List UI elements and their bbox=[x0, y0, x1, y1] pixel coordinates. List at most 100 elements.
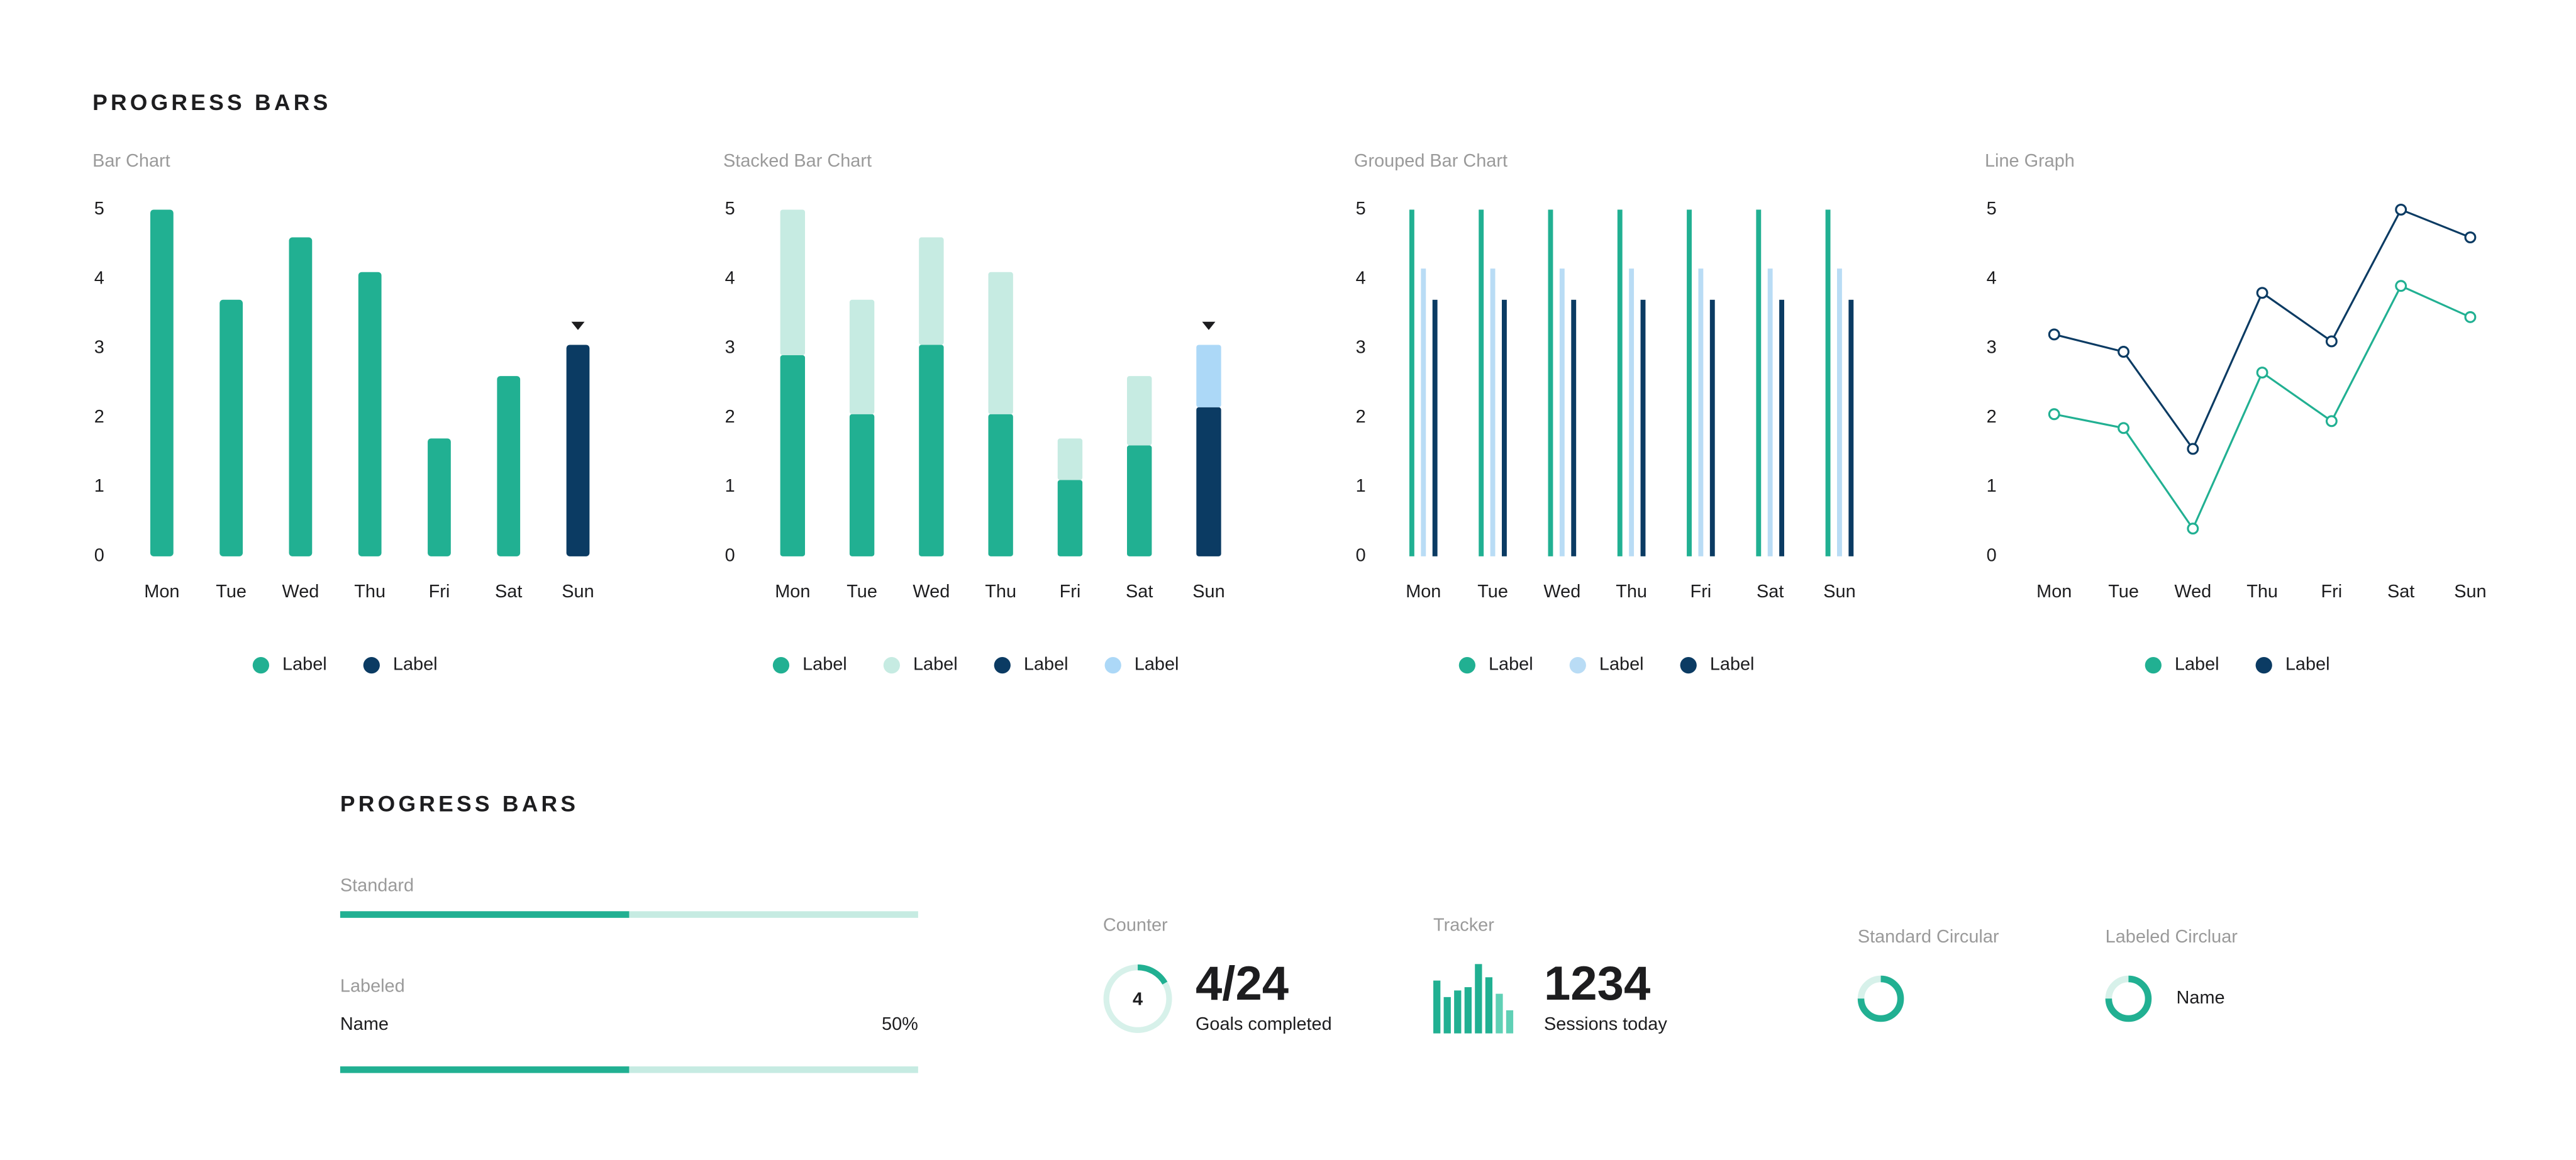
bar bbox=[566, 345, 590, 556]
pointer bbox=[571, 321, 585, 330]
point bbox=[2118, 346, 2129, 358]
point bbox=[2187, 522, 2199, 535]
progress-fill bbox=[340, 911, 630, 918]
bar bbox=[1409, 209, 1414, 556]
x-tick-label: Wed bbox=[913, 582, 950, 602]
x-tick-label: Mon bbox=[1406, 582, 1441, 602]
bar bbox=[1490, 268, 1496, 556]
bar bbox=[289, 237, 313, 556]
bar-segment bbox=[919, 237, 944, 345]
tracker-bar bbox=[1443, 997, 1451, 1034]
label: Tracker bbox=[1433, 915, 1494, 936]
x-tick-label: Tue bbox=[1477, 582, 1508, 602]
tracker-bar bbox=[1496, 993, 1503, 1034]
point bbox=[2048, 408, 2060, 421]
line bbox=[2053, 208, 2471, 451]
tracker-number: 1234 bbox=[1544, 957, 1650, 1010]
y-tick-label: 4 bbox=[94, 268, 104, 288]
bar-segment bbox=[919, 345, 944, 556]
x-tick-label: Sat bbox=[495, 582, 522, 602]
tracker-bar bbox=[1485, 977, 1493, 1034]
section-title: PROGRESS BARS bbox=[340, 792, 579, 817]
tracker-bar bbox=[1506, 1010, 1514, 1034]
tracker-bar bbox=[1475, 964, 1482, 1034]
bar bbox=[1825, 209, 1831, 556]
y-tick-label: 3 bbox=[725, 338, 735, 358]
legend-label: Label bbox=[2285, 655, 2330, 675]
point bbox=[2395, 203, 2407, 216]
legend-label: Label bbox=[2175, 655, 2219, 675]
pointer bbox=[1202, 321, 1216, 330]
point bbox=[2325, 415, 2338, 428]
bar-segment bbox=[849, 299, 875, 414]
legend-swatch bbox=[883, 656, 900, 674]
x-tick-label: Tue bbox=[216, 582, 247, 602]
bar bbox=[1421, 268, 1426, 556]
point bbox=[2048, 328, 2060, 341]
bar-segment bbox=[1127, 445, 1152, 556]
bar bbox=[1640, 299, 1646, 556]
y-tick-label: 3 bbox=[94, 338, 104, 358]
x-tick-label: Mon bbox=[775, 582, 810, 602]
bar-segment bbox=[780, 355, 806, 556]
legend-label: Label bbox=[282, 655, 327, 675]
counter-text: 4/24 bbox=[1196, 957, 1289, 1010]
x-tick-label: Wed bbox=[2174, 582, 2211, 602]
legend-swatch bbox=[363, 656, 380, 674]
legend-swatch bbox=[2145, 656, 2162, 674]
point bbox=[2325, 335, 2338, 348]
point bbox=[2187, 443, 2199, 455]
x-tick-label: Sun bbox=[2454, 582, 2486, 602]
x-tick-label: Fri bbox=[429, 582, 450, 602]
y-tick-label: 0 bbox=[1356, 545, 1366, 565]
bar bbox=[1709, 299, 1715, 556]
bar-segment bbox=[849, 414, 875, 556]
progress-fill bbox=[340, 1066, 630, 1073]
chart-title: Stacked Bar Chart bbox=[723, 151, 872, 171]
bar bbox=[1571, 299, 1577, 556]
y-tick-label: 2 bbox=[94, 407, 104, 427]
label: Counter bbox=[1103, 915, 1168, 936]
bar bbox=[1779, 299, 1784, 556]
line bbox=[2053, 284, 2471, 531]
bar-segment bbox=[1196, 407, 1221, 556]
bar-segment bbox=[988, 414, 1013, 556]
ring-fill bbox=[1857, 975, 1904, 1022]
x-tick-label: Mon bbox=[2036, 582, 2072, 602]
name: Name bbox=[340, 1014, 389, 1034]
caption: Sessions today bbox=[1544, 1014, 1667, 1034]
x-tick-label: Thu bbox=[985, 582, 1016, 602]
x-tick-label: Sun bbox=[1192, 582, 1224, 602]
point bbox=[2464, 231, 2477, 244]
x-tick-label: Wed bbox=[282, 582, 319, 602]
bar-segment bbox=[988, 272, 1013, 414]
y-tick-label: 4 bbox=[1356, 268, 1366, 288]
tracker-bar bbox=[1433, 980, 1441, 1034]
bar bbox=[150, 209, 174, 556]
bar-segment bbox=[1196, 345, 1221, 407]
legend-label: Label bbox=[1599, 655, 1644, 675]
x-tick-label: Fri bbox=[2321, 582, 2343, 602]
x-tick-label: Sat bbox=[1126, 582, 1153, 602]
y-tick-label: 2 bbox=[1987, 407, 1997, 427]
bar bbox=[1617, 209, 1623, 556]
bar bbox=[358, 272, 382, 556]
x-tick-label: Thu bbox=[1616, 582, 1647, 602]
label: Labeled bbox=[340, 976, 405, 997]
bar-segment bbox=[1057, 438, 1083, 480]
y-tick-label: 5 bbox=[1987, 199, 1997, 219]
bar bbox=[219, 299, 243, 556]
x-tick-label: Tue bbox=[847, 582, 877, 602]
y-tick-label: 1 bbox=[1987, 476, 1997, 496]
y-tick-label: 1 bbox=[94, 476, 104, 496]
x-tick-label: Thu bbox=[354, 582, 386, 602]
x-tick-label: Fri bbox=[1060, 582, 1081, 602]
bar bbox=[1629, 268, 1635, 556]
x-tick-label: Thu bbox=[2246, 582, 2278, 602]
point bbox=[2395, 280, 2407, 292]
legend-label: Label bbox=[913, 655, 958, 675]
section-title: PROGRESS BARS bbox=[92, 90, 331, 115]
y-tick-label: 4 bbox=[725, 268, 735, 288]
